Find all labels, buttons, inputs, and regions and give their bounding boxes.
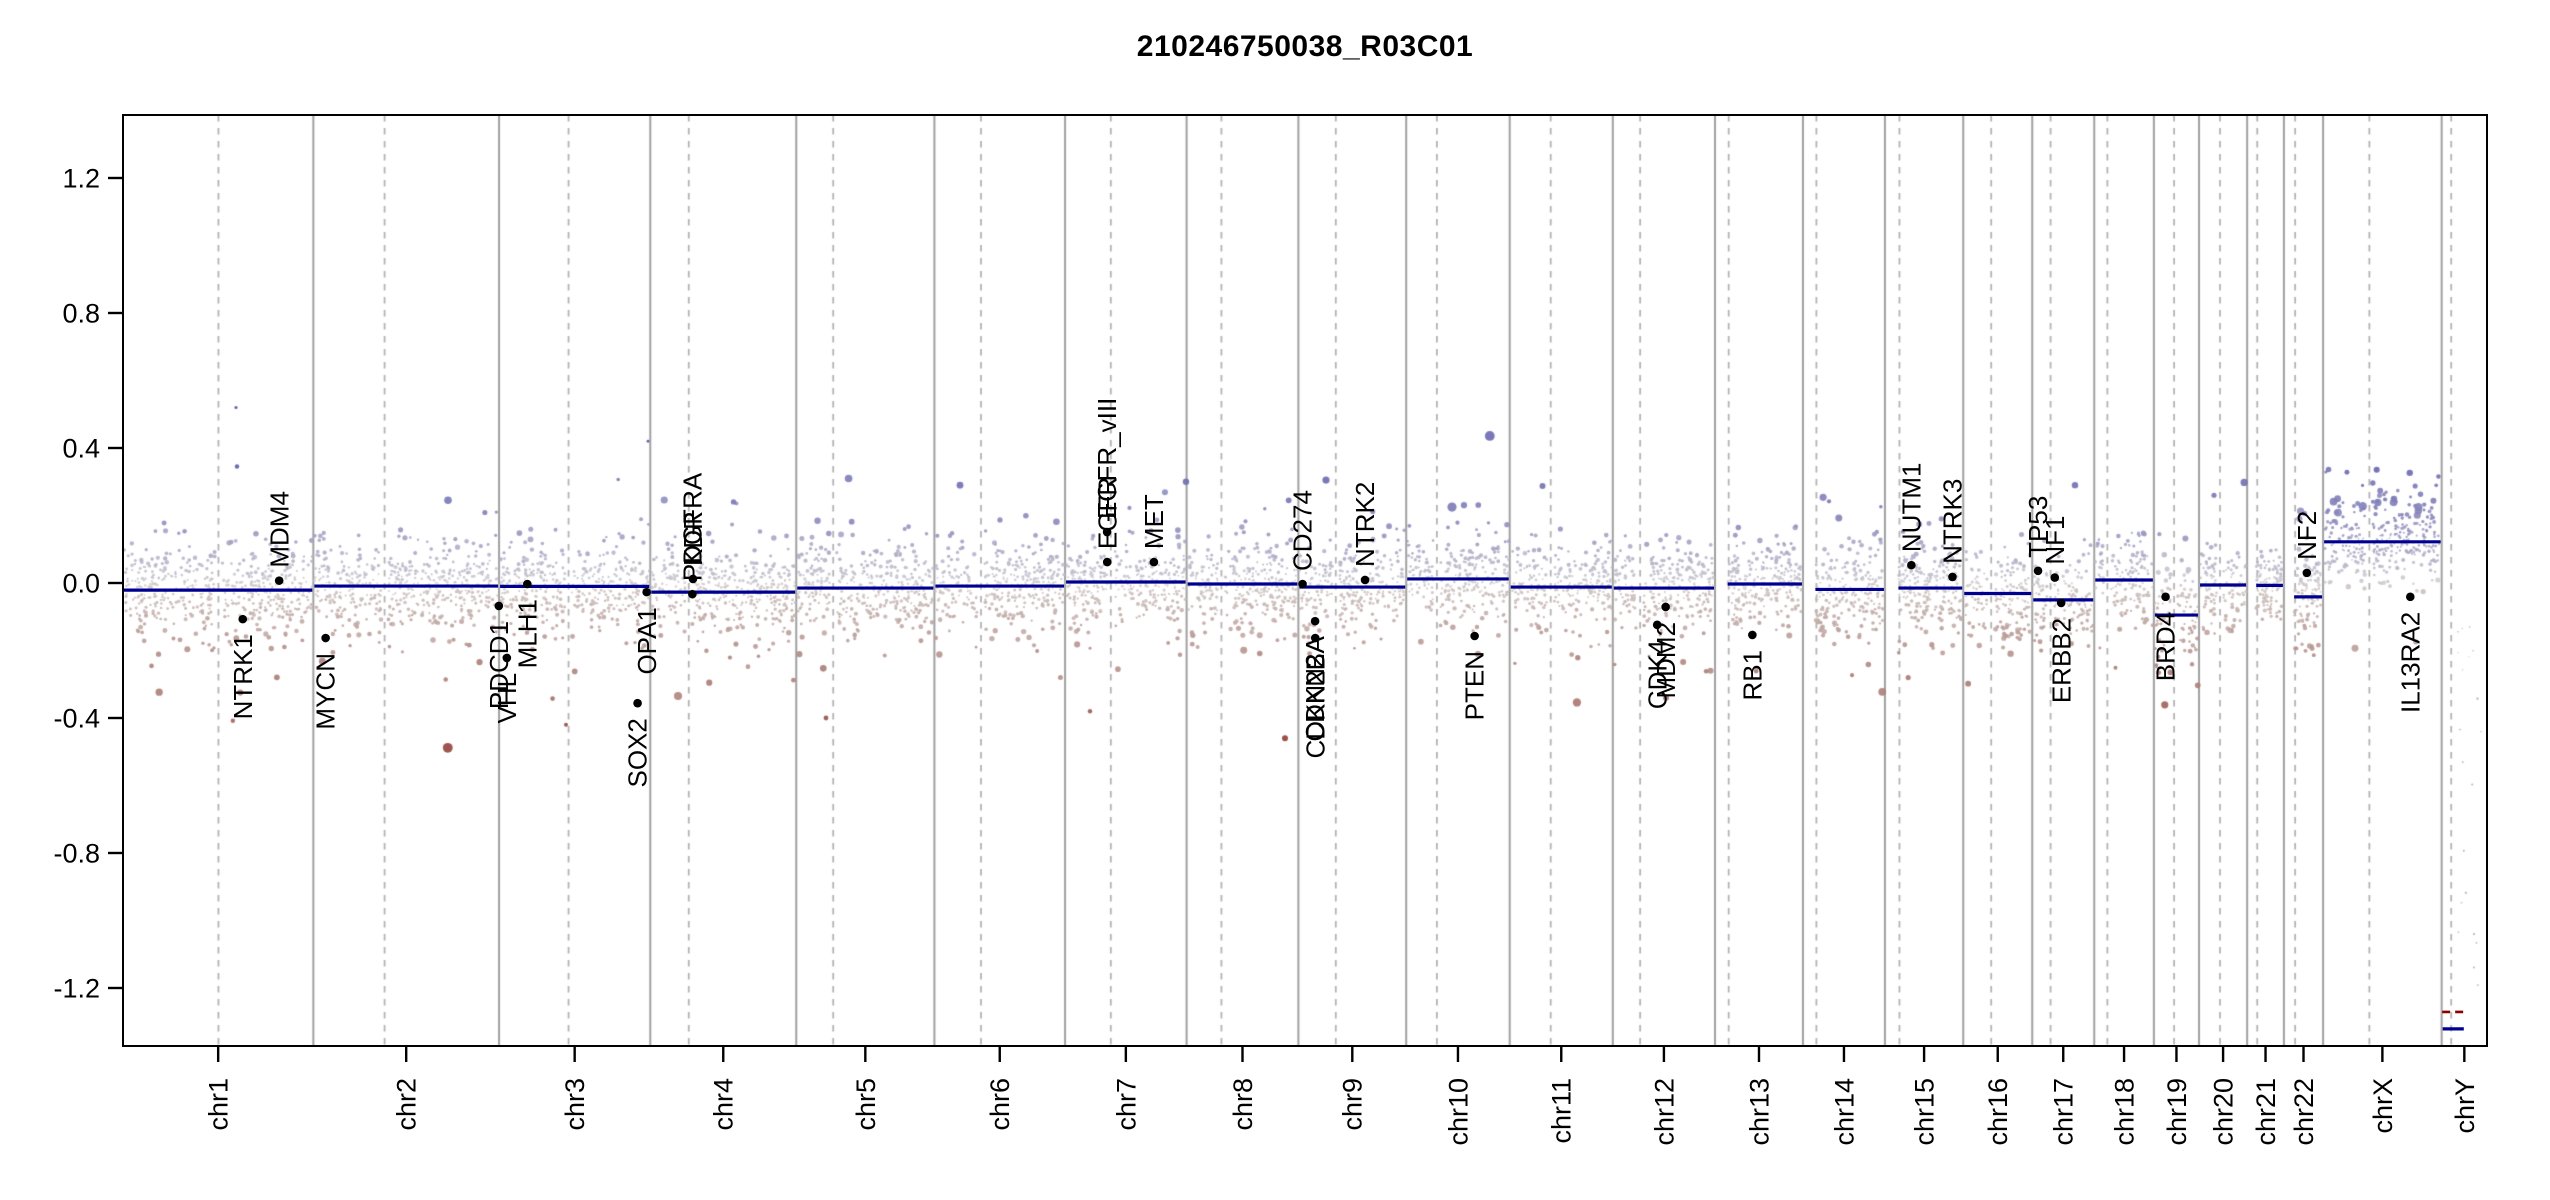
- gene-label-MDM4: MDM4: [264, 491, 294, 568]
- gene-dot-CDKN2A: [1310, 616, 1320, 626]
- x-tick-label-chr10: chr10: [1443, 1078, 1473, 1146]
- gene-label-PDCD1: PDCD1: [484, 621, 514, 709]
- gene-dot-MDM4: [274, 576, 284, 585]
- gene-dot-NTRK3: [1948, 572, 1957, 582]
- gene-label-CDK4: CDK4: [1642, 640, 1672, 709]
- gene-dot-CDK4: [1652, 620, 1662, 630]
- gene-label-PDGFRA: PDGFRA: [677, 472, 707, 581]
- y-tick-label: 1.2: [62, 163, 100, 193]
- gene-dot-NF2: [2302, 568, 2312, 578]
- gene-dot-EGFR: [1102, 557, 1112, 567]
- x-tick-label-chr9: chr9: [1338, 1078, 1368, 1131]
- y-tick-label: -0.4: [53, 703, 100, 733]
- x-tick-label-chr11: chr11: [1547, 1078, 1577, 1144]
- x-tick-label-chr22: chr22: [2289, 1078, 2319, 1146]
- gene-dot-VHL: [502, 653, 512, 663]
- gene-dot-PDCD1: [494, 601, 504, 611]
- x-tick-label-chr16: chr16: [1983, 1078, 2013, 1146]
- gene-dot-EGFR_vIII: [1102, 527, 1112, 537]
- gene-label-EGFR_vIII: EGFR_vIII: [1092, 398, 1122, 519]
- y-tick-label: 0.8: [62, 298, 100, 328]
- gene-dot-NTRK1: [238, 614, 248, 624]
- gene-dot-BRD4: [2161, 592, 2170, 602]
- gene-label-ERBB2: ERBB2: [2046, 618, 2076, 703]
- gene-label-NTRK3: NTRK3: [1938, 479, 1968, 564]
- gene-label-IL13RA2: IL13RA2: [2395, 612, 2425, 713]
- gene-dot-CD274: [1298, 579, 1307, 589]
- gene-label-CDKN2A: CDKN2A: [1300, 635, 1330, 741]
- x-tick-label-chr15: chr15: [1910, 1078, 1940, 1146]
- gene-dot-ERBB2: [2056, 598, 2066, 608]
- gene-label-NF2: NF2: [2292, 511, 2322, 560]
- gene-dot-NUTM1: [1907, 560, 1916, 570]
- gene-dot-CDKN2B: [1310, 633, 1320, 643]
- gene-label-OPA1: OPA1: [632, 607, 662, 674]
- x-tick-label-chr5: chr5: [851, 1078, 881, 1131]
- gene-label-SOX2: SOX2: [623, 718, 653, 787]
- x-tick-label-chr14: chr14: [1829, 1078, 1859, 1146]
- y-tick-label: 0.0: [62, 568, 100, 598]
- gene-label-VHL: VHL: [492, 673, 522, 724]
- x-tick-label-chr12: chr12: [1649, 1078, 1679, 1146]
- gene-label-MLH1: MLH1: [512, 599, 542, 668]
- x-tick-label-chr19: chr19: [2162, 1078, 2192, 1146]
- x-tick-label-chr7: chr7: [1111, 1078, 1141, 1131]
- x-tick-label-chr20: chr20: [2209, 1078, 2239, 1146]
- gene-dot-SOX2: [633, 698, 642, 708]
- gene-label-RB1: RB1: [1737, 650, 1767, 701]
- y-tick-label: -1.2: [53, 973, 100, 1003]
- gene-label-NTRK1: NTRK1: [228, 634, 258, 719]
- gene-dot-IL13RA2: [2405, 592, 2415, 602]
- y-tick-label: -0.8: [53, 838, 100, 868]
- gene-label-KDR: KDR: [678, 511, 708, 566]
- x-tick-label-chr1: chr1: [204, 1078, 234, 1131]
- plot-box: [122, 114, 2488, 1047]
- gene-dot-MDM2: [1661, 602, 1670, 612]
- gene-label-MET: MET: [1139, 494, 1169, 549]
- gene-label-NTRK2: NTRK2: [1350, 482, 1380, 567]
- gene-label-NUTM1: NUTM1: [1896, 463, 1926, 553]
- gene-label-NF1: NF1: [2040, 515, 2070, 564]
- y-tick-label: 0.4: [62, 433, 100, 463]
- x-tick-label-chr13: chr13: [1744, 1078, 1774, 1146]
- gene-dot-MET: [1149, 557, 1159, 567]
- x-tick-label-chr8: chr8: [1228, 1078, 1258, 1131]
- gene-dot-PDGFRA: [688, 589, 697, 599]
- gene-dot-NTRK2: [1360, 575, 1370, 585]
- x-tick-label-chrY: chrY: [2450, 1078, 2480, 1134]
- x-tick-label-chr2: chr2: [392, 1078, 422, 1131]
- x-tick-label-chr18: chr18: [2110, 1078, 2140, 1146]
- gene-label-CDKN2B: CDKN2B: [1300, 653, 1330, 758]
- gene-dot-PTEN: [1470, 631, 1479, 641]
- gene-dot-KDR: [688, 574, 698, 584]
- x-tick-label-chr21: chr21: [2251, 1078, 2281, 1146]
- gene-dot-NF1: [2050, 573, 2060, 582]
- x-tick-label-chr3: chr3: [560, 1078, 590, 1131]
- gene-dot-MLH1: [523, 579, 532, 589]
- gene-dot-TP53: [2033, 566, 2043, 576]
- gene-label-MYCN: MYCN: [311, 653, 341, 730]
- gene-label-PTEN: PTEN: [1460, 651, 1490, 720]
- gene-label-TP53: TP53: [2023, 496, 2053, 558]
- gene-label-MDM2: MDM2: [1651, 622, 1681, 699]
- gene-label-EGFR: EGFR: [1092, 477, 1122, 549]
- gene-dot-OPA1: [642, 587, 651, 597]
- gene-label-CD274: CD274: [1288, 490, 1318, 571]
- x-tick-label-chr17: chr17: [2049, 1078, 2079, 1146]
- gene-dot-RB1: [1748, 630, 1757, 640]
- x-tick-label-chr4: chr4: [709, 1078, 739, 1131]
- x-tick-label-chrX: chrX: [2368, 1078, 2398, 1134]
- gene-label-BRD4: BRD4: [2151, 612, 2181, 681]
- x-tick-label-chr6: chr6: [985, 1078, 1015, 1131]
- gene-dot-MYCN: [321, 633, 330, 643]
